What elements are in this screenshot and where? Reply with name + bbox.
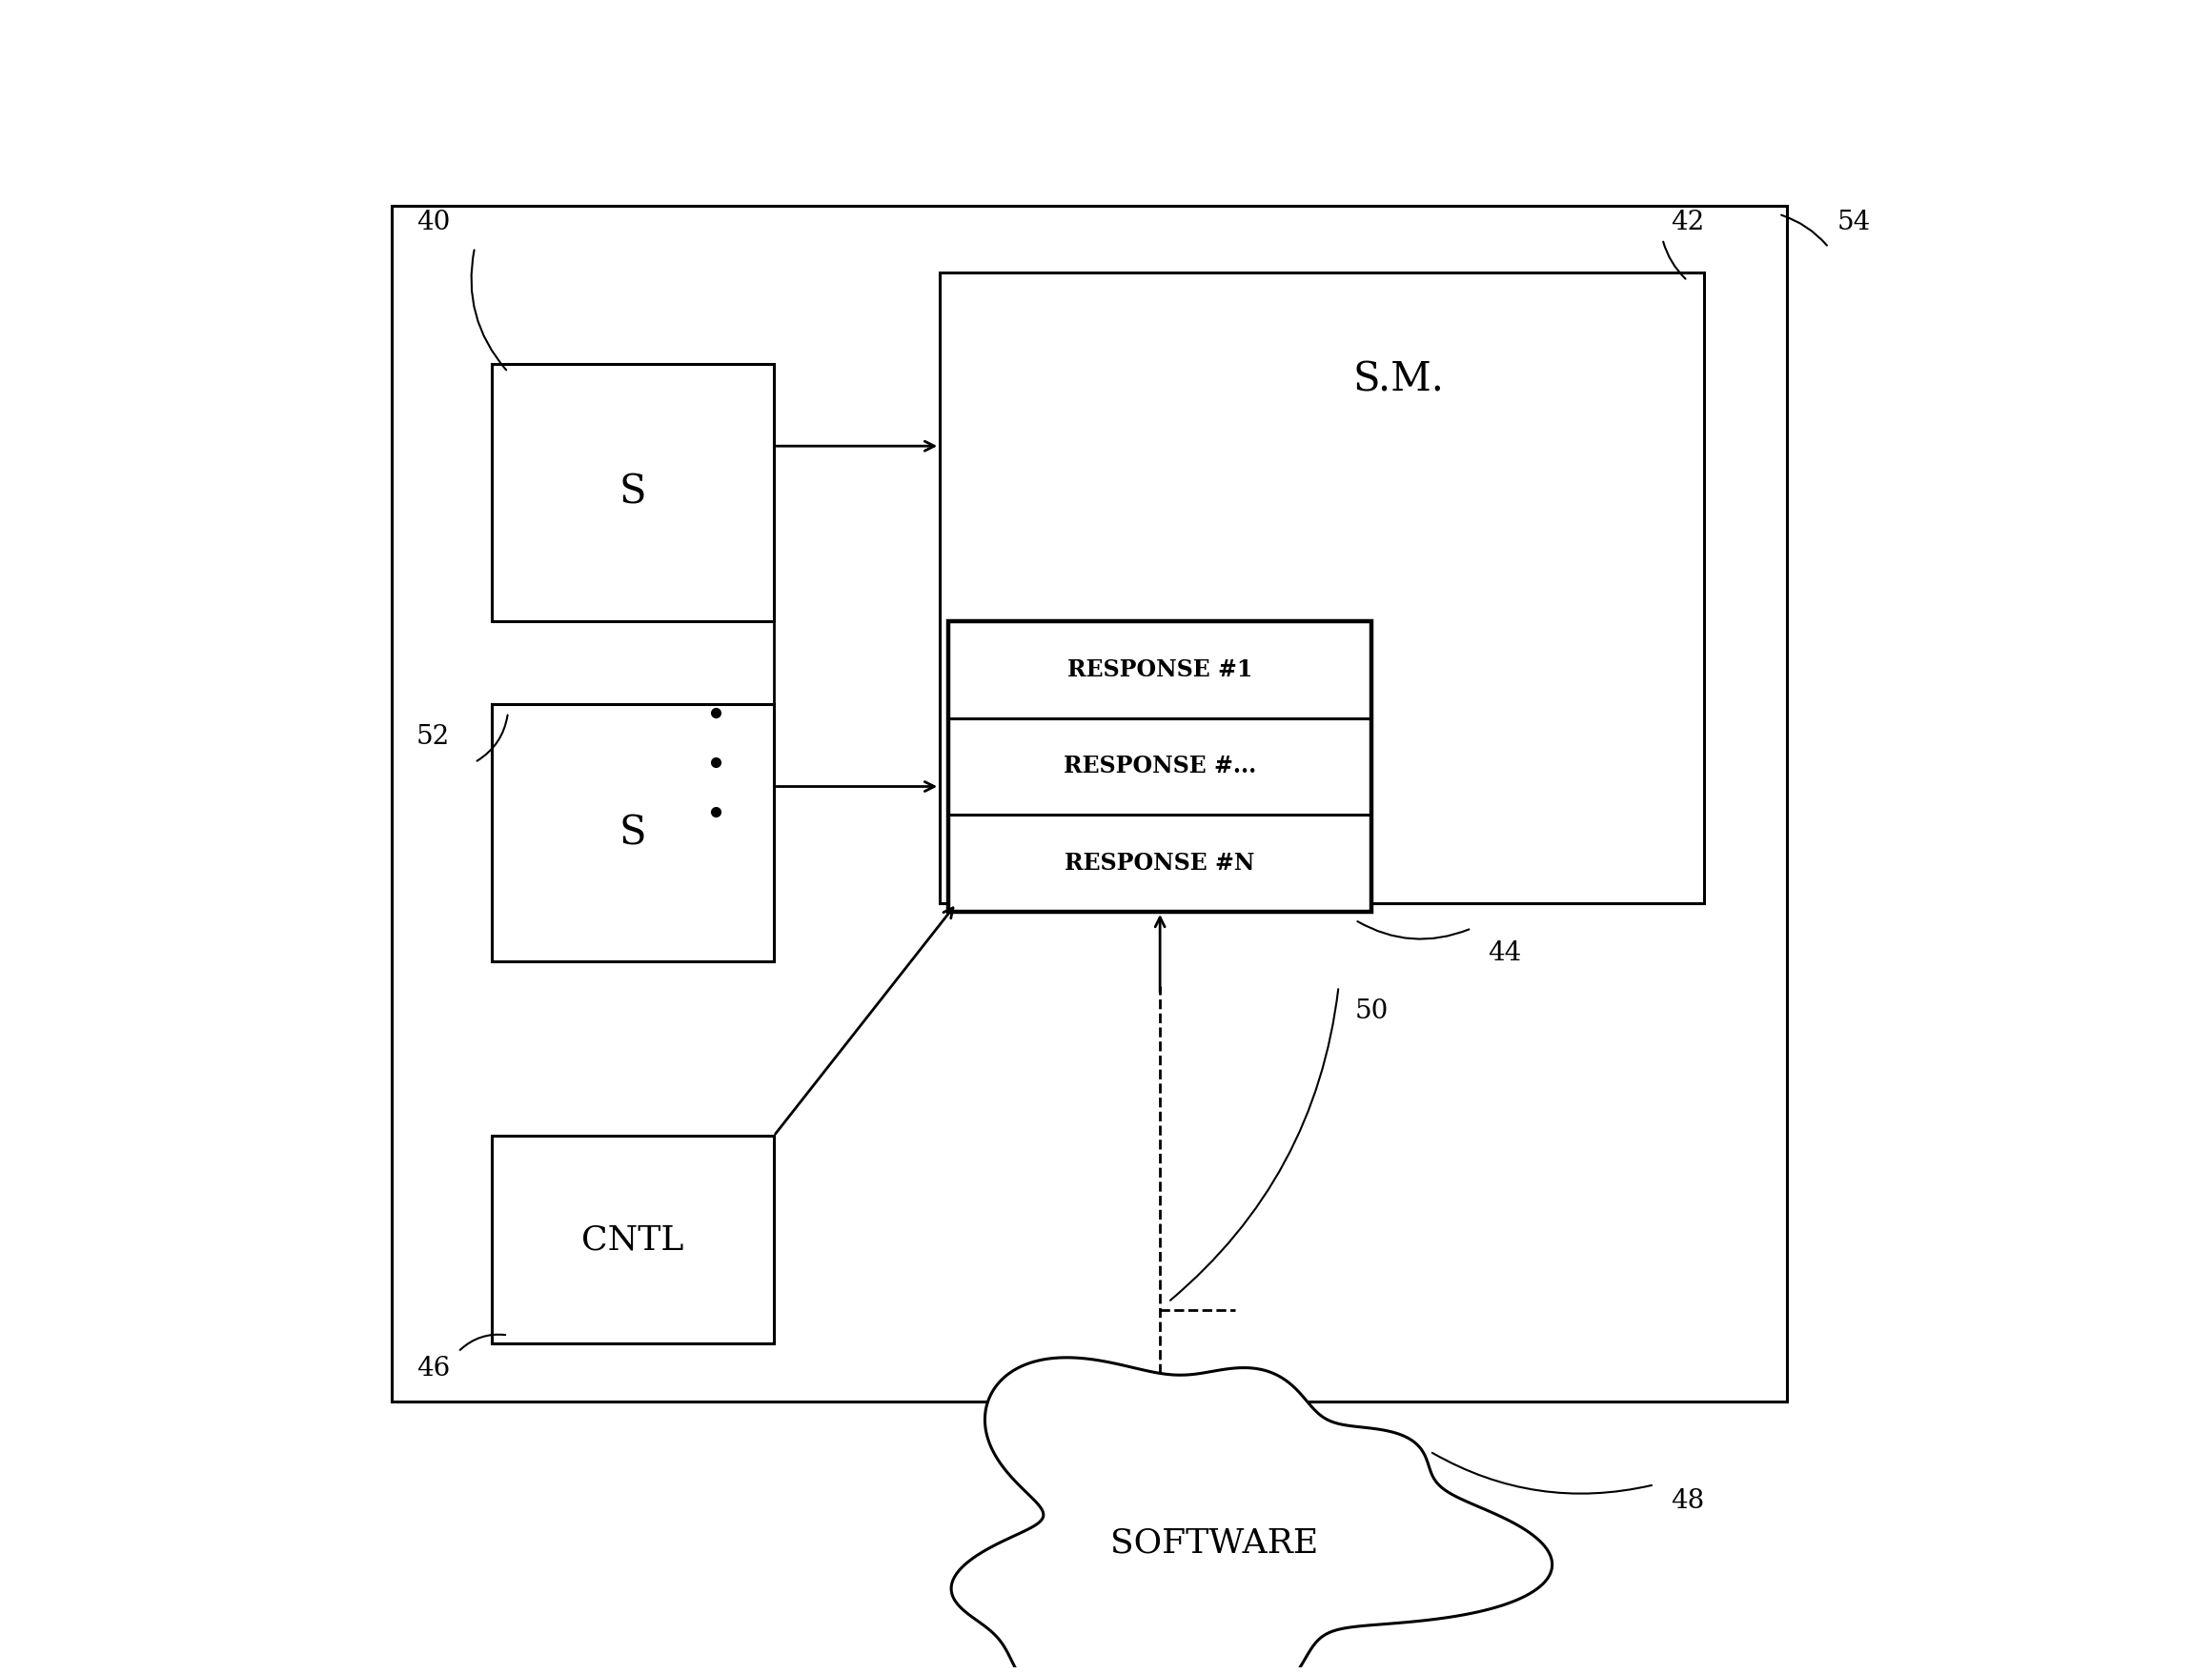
Text: SOFTWARE: SOFTWARE [1110,1527,1318,1558]
Bar [940,273,1703,904]
Text: 50: 50 [1356,998,1389,1024]
Text: RESPONSE #1: RESPONSE #1 [1068,658,1252,681]
Text: CNTL: CNTL [582,1224,684,1256]
Text: RESPONSE #N: RESPONSE #N [1064,852,1254,876]
Text: S: S [619,814,646,852]
Text: 52: 52 [416,725,451,750]
Text: 44: 44 [1489,941,1522,966]
Bar [491,1137,774,1344]
Bar [491,363,774,621]
Text: 42: 42 [1670,209,1705,236]
Text: S: S [619,472,646,512]
Text: 46: 46 [416,1356,451,1381]
Text: S.M.: S.M. [1354,360,1444,400]
Text: RESPONSE #...: RESPONSE #... [1064,755,1256,778]
Text: 48: 48 [1670,1488,1705,1515]
Text: 54: 54 [1836,209,1871,236]
Bar [949,621,1371,912]
Bar [491,705,774,961]
Text: 40: 40 [416,209,451,236]
Bar [392,206,1787,1401]
PathPatch shape [951,1358,1553,1674]
